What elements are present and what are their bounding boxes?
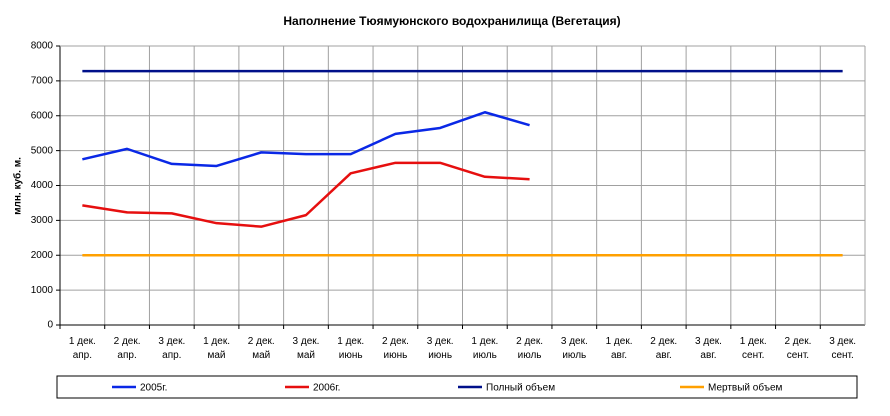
x-tick-label: 2 дек. сент. (784, 336, 811, 361)
x-tick-label: 3 дек. апр. (158, 336, 185, 361)
legend-label: Мертвый объем (708, 382, 783, 394)
x-tick-label: 2 дек. авг. (650, 336, 677, 361)
series-line (82, 161, 530, 228)
x-tick-label: 1 дек. сент. (740, 336, 767, 361)
legend-label: Полный объем (486, 382, 555, 394)
y-tick-label: 5000 (31, 145, 54, 156)
x-tick-label: 1 дек. апр. (69, 336, 96, 361)
y-tick-label: 6000 (31, 110, 54, 121)
y-tick-label: 3000 (31, 215, 54, 226)
y-tick-label: 0 (47, 320, 53, 331)
x-tick-label: 1 дек. май (203, 336, 230, 361)
x-tick-label: 3 дек. июль (561, 336, 588, 361)
legend-box (56, 375, 858, 399)
legend-label: 2005г. (140, 383, 167, 394)
x-tick-label: 3 дек. май (293, 336, 320, 361)
y-tick-label: 8000 (31, 41, 54, 52)
series-line (82, 111, 530, 168)
x-tick-label: 2 дек. июль (516, 336, 543, 361)
legend-label: 2006г. (313, 383, 340, 394)
x-tick-label: 3 дек. июнь (427, 336, 454, 361)
y-tick-label: 7000 (31, 76, 54, 87)
x-tick-label: 2 дек. июнь (382, 336, 409, 361)
y-tick-label: 4000 (31, 180, 54, 191)
chart-title: Наполнение Тюямуюнского водохранилища (В… (283, 14, 620, 28)
y-tick-label: 1000 (31, 285, 54, 296)
x-tick-label: 1 дек. июнь (337, 336, 364, 361)
x-tick-label: 2 дек. апр. (114, 336, 141, 361)
x-tick-label: 3 дек. сент. (829, 336, 856, 361)
x-tick-label: 2 дек. май (248, 336, 275, 361)
y-axis-label: млн. куб. м. (12, 157, 24, 215)
x-tick-label: 3 дек. авг. (695, 336, 722, 361)
x-tick-label: 1 дек. июль (471, 336, 498, 361)
y-tick-label: 2000 (31, 250, 54, 261)
x-tick-label: 1 дек. авг. (606, 336, 633, 361)
